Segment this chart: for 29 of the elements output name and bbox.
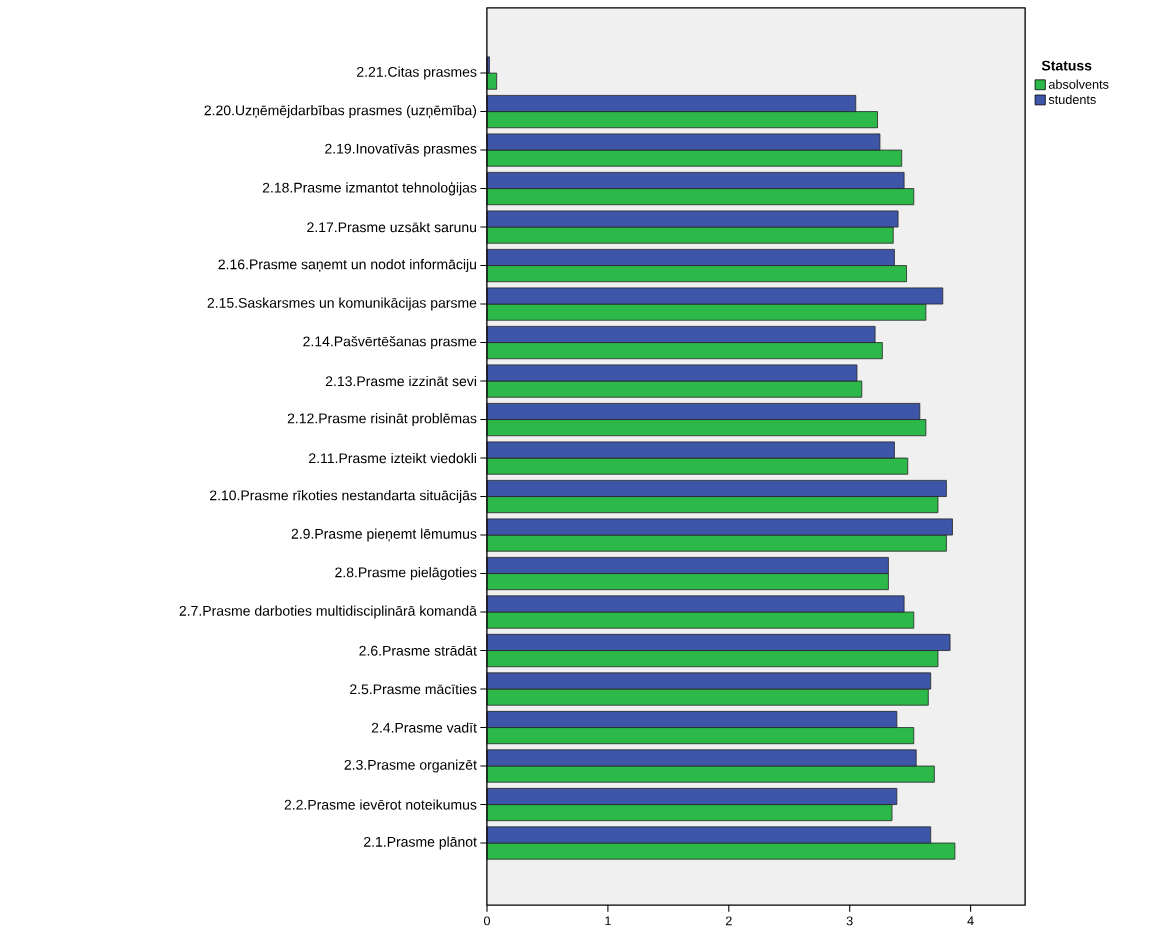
y-tick-label: 2.3.Prasme organizēt xyxy=(344,759,477,773)
y-tick-label: 2.1.Prasme plānot xyxy=(364,836,477,850)
y-tick-label: 2.19.Inovatīvās prasmes xyxy=(325,143,477,157)
y-tick-label: 2.2.Prasme ievērot noteikumus xyxy=(284,799,477,810)
x-tick-label: 1 xyxy=(605,916,611,926)
y-tick-label: 2.16.Prasme saņemt un nodot informāciju xyxy=(218,259,476,273)
y-tick-label: 2.6.Prasme strādāt xyxy=(359,645,477,656)
y-tick-label: 2.20.Uzņēmējdarbības prasmes (uzņēmība) xyxy=(204,105,477,119)
x-tick-label: 2 xyxy=(725,916,732,926)
y-tick-label: 2.8.Prasme pielāgoties xyxy=(335,567,477,581)
y-tick-label: 2.13.Prasme izzināt sevi xyxy=(325,375,476,387)
y-tick-label: 2.7.Prasme darboties multidisciplinārā komandā xyxy=(179,605,477,619)
y-tick-label: 2.10.Prasme rīkoties nestandarta situācijās xyxy=(209,490,477,504)
y-tick-label: 2.4.Prasme vadīt xyxy=(371,722,477,733)
y-tick-label: 2.5.Prasme mācīties xyxy=(350,683,477,695)
y-tick-label: 2.15.Saskarsmes un komunikācijas parsme xyxy=(207,297,477,311)
x-tick-label: 4 xyxy=(967,916,974,926)
x-tick-label: 0 xyxy=(483,916,491,926)
legend-label: students xyxy=(1048,94,1096,105)
y-tick-label: 2.18.Prasme izmantot tehnoloģijas xyxy=(262,181,477,196)
legend-title: Statuss xyxy=(1041,60,1092,71)
y-tick-label: 2.17.Prasme uzsākt sarunu xyxy=(307,221,477,233)
y-tick-label: 2.21.Citas prasmes xyxy=(357,66,477,80)
y-tick-label: 2.12.Prasme risināt problēmas xyxy=(287,413,477,427)
legend-label: absolvents xyxy=(1048,79,1109,89)
x-tick-label: 3 xyxy=(846,916,853,926)
y-tick-label: 2.11.Prasme izteikt viedokli xyxy=(309,452,476,464)
y-tick-label: 2.14.Pašvērtēšanas prasme xyxy=(303,336,477,350)
y-tick-label: 2.9.Prasme pieņemt lēmumus xyxy=(291,528,477,542)
